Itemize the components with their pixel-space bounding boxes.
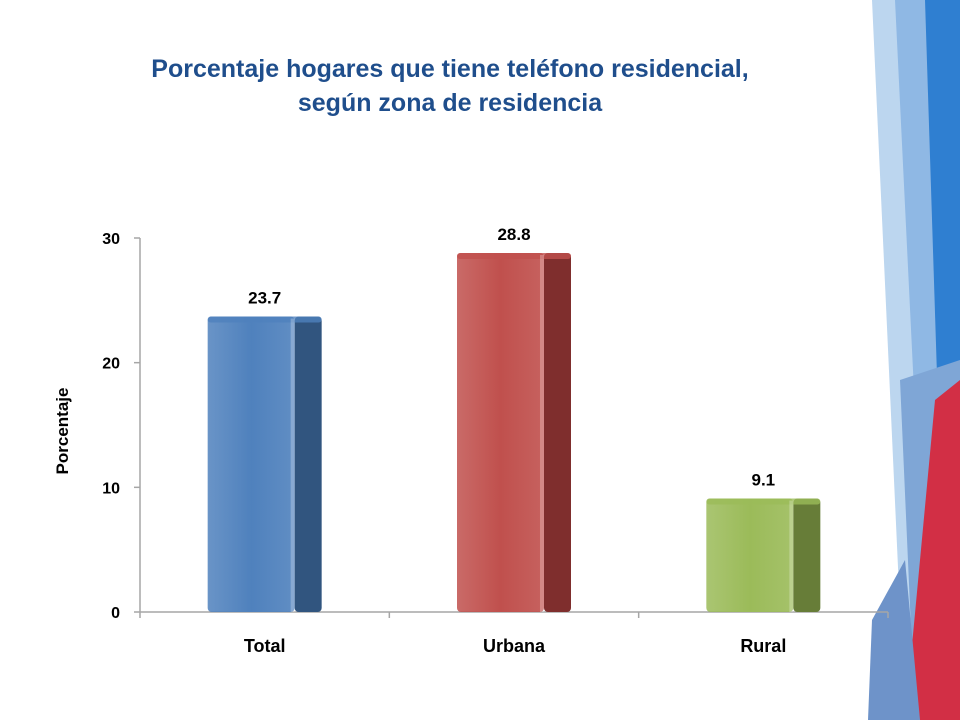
data-label: 28.8 [497,225,530,244]
bar-side [544,252,571,612]
bar-side [294,316,322,612]
bar-top [706,498,821,505]
bar-highlight [540,254,544,612]
bar-front [207,316,295,612]
bar-rural [706,498,821,612]
bar-side [793,498,821,612]
category-label: Rural [740,636,786,656]
bar-total [207,316,322,612]
decor-band-bottom [868,560,920,720]
chart-labels: 0 10 20 30 Porcentaje 23.7 Total 28.8 Urbana 9.1 R… [53,225,786,656]
data-label: 23.7 [248,289,281,308]
y-tick-label: 0 [111,605,120,622]
bar-front [457,252,544,612]
category-label: Total [244,636,286,656]
bar-top [207,316,322,323]
bar-front [706,498,794,612]
y-tick-label: 30 [102,231,120,248]
bar-highlight [789,500,794,612]
decor-band-red [905,380,960,720]
y-tick-label: 20 [102,356,120,373]
chart-title-line1: Porcentaje hogares que tiene teléfono re… [151,55,749,83]
bar-highlight [290,318,295,612]
chart-title: Porcentaje hogares que tiene teléfono re… [20,52,880,120]
bar-top [457,252,571,259]
category-label: Urbana [483,636,546,656]
chart-title-line2: según zona de residencia [297,89,603,117]
bar-urbana [457,252,571,612]
chart-bars [207,252,821,612]
y-tick-label: 10 [102,480,120,497]
y-axis-label: Porcentaje [53,388,72,475]
data-label: 9.1 [752,471,776,490]
